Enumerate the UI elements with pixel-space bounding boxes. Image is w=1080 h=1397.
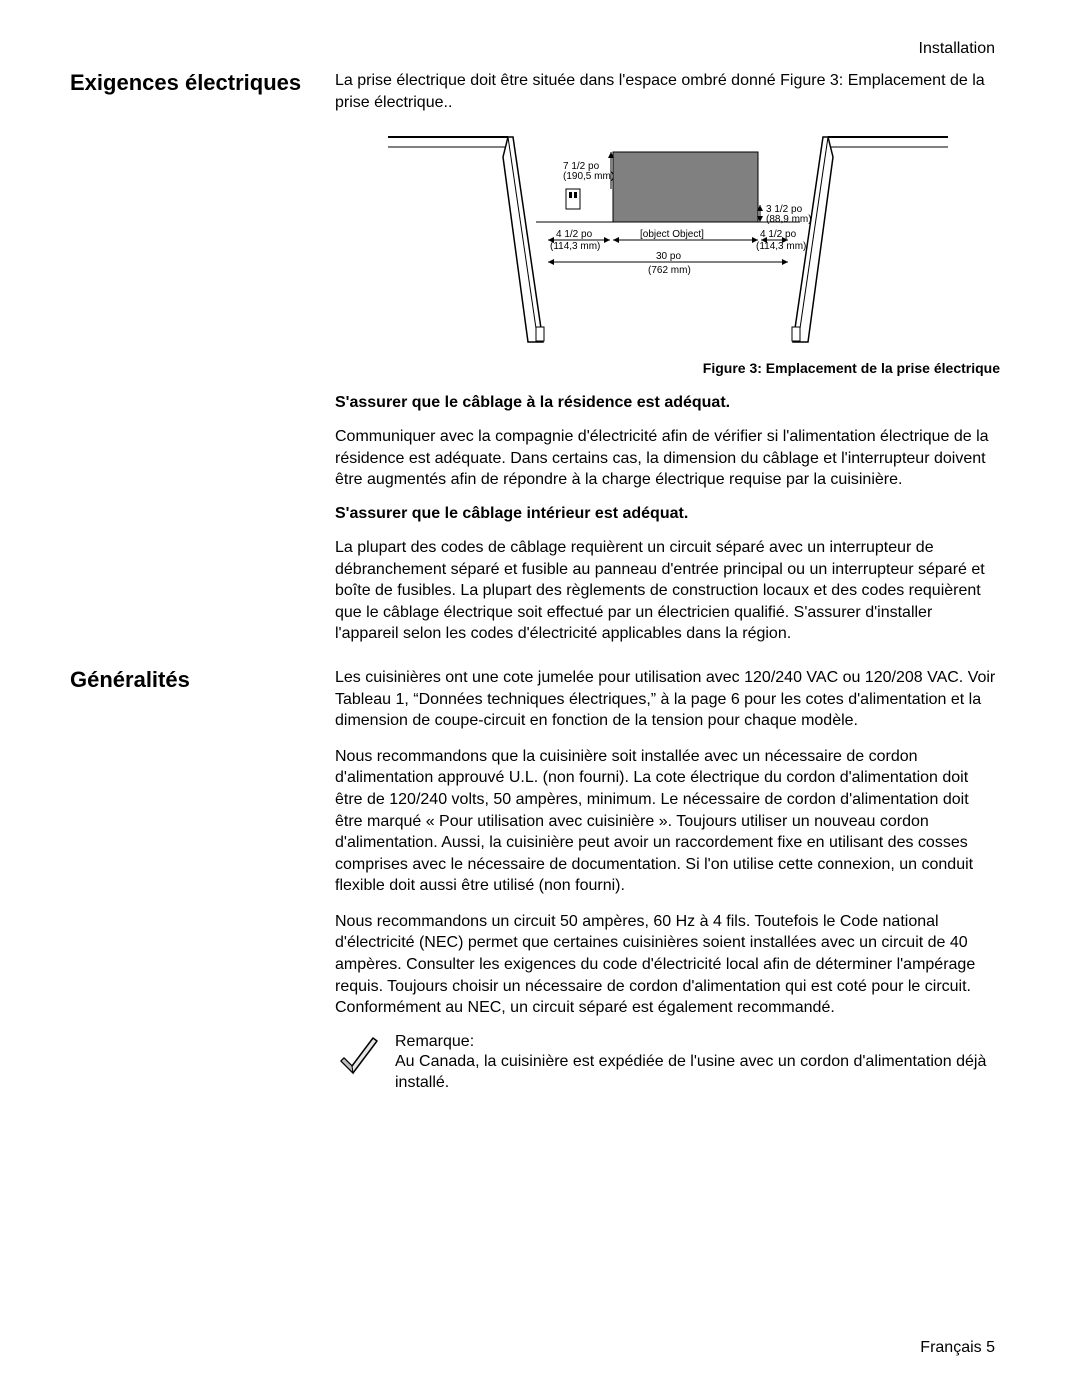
section-electrical-title: Exigences électriques — [70, 70, 335, 96]
note-body: Au Canada, la cuisinière est expédiée de… — [395, 1051, 1000, 1094]
fig-dim-top-mm: (190,5 mm) — [563, 171, 614, 182]
figure-caption: Figure 3: Emplacement de la prise électr… — [335, 360, 1000, 376]
fig-dim-rightgap-mm: (114,3 mm) — [756, 241, 806, 252]
header-installation: Installation — [919, 40, 996, 58]
fig-dim-opening-in: 30 po — [656, 251, 681, 262]
general-p3: Nous recommandons un circuit 50 ampères,… — [335, 911, 1000, 1019]
sub1-body: Communiquer avec la compagnie d'électric… — [335, 426, 1000, 491]
sub2-body: La plupart des codes de câblage requière… — [335, 537, 1000, 645]
general-p1: Les cuisinières ont une cote jumelée pou… — [335, 667, 1000, 732]
fig-dim-opening-mm: (762 mm) — [648, 265, 691, 276]
sub2-title: S'assurer que le câblage intérieur est a… — [335, 505, 1000, 523]
fig-dim-leftgap-mm: (114,3 mm) — [550, 241, 600, 252]
section-electrical-intro: La prise électrique doit être située dan… — [335, 70, 1000, 113]
general-p2: Nous recommandons que la cuisinière soit… — [335, 746, 1000, 897]
fig-dim-center: [object Object] — [640, 229, 704, 240]
checkmark-icon — [335, 1033, 383, 1086]
fig-dim-right-mm: (88,9 mm) — [766, 214, 812, 225]
sub1-title: S'assurer que le câblage à la résidence … — [335, 394, 1000, 412]
figure-outlet-location: 7 1/2 po (190,5 mm) 3 1/2 po (88,9 mm) — [335, 127, 1000, 352]
fig-dim-leftgap-in: 4 1/2 po — [556, 229, 593, 240]
footer-page: Français 5 — [920, 1339, 995, 1357]
section-general-title: Généralités — [70, 667, 335, 693]
fig-dim-rightgap-in: 4 1/2 po — [760, 229, 797, 240]
note-label: Remarque: — [395, 1033, 1000, 1051]
